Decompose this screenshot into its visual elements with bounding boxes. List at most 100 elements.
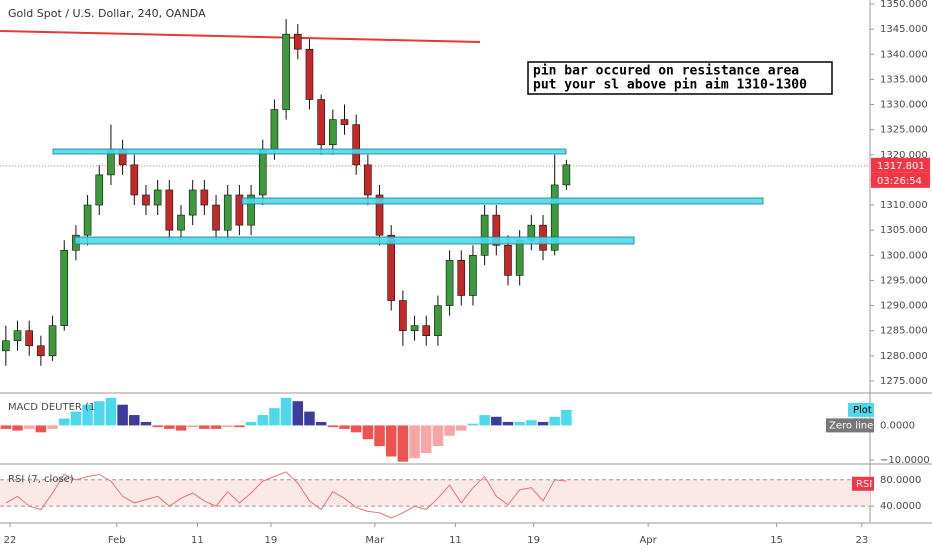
x-tick-label: Mar [365,535,385,546]
macd-bar [187,425,198,428]
macd-bar [549,416,560,426]
candle-body [387,234,396,301]
candle-body [153,189,162,206]
rsi-band [0,479,870,507]
candle-body [504,244,512,276]
plot-label-box [848,402,874,417]
y-tick-label: 0.0000 [880,420,915,431]
rsi-label: RSI [856,479,872,490]
last-price-box [871,157,930,173]
candle-body [142,194,150,206]
candle-body [515,239,524,276]
macd-bar [491,416,502,426]
macd-bar [105,397,117,426]
y-tick-label: 1310.000 [880,200,928,211]
macd-bar [257,415,269,426]
candle-body [434,305,442,337]
macd-bar [526,420,537,426]
macd-bar [70,411,82,426]
macd-bar [432,425,444,447]
x-tick-label: 15 [770,535,783,546]
macd-bar [467,423,479,426]
candle-body [37,345,45,357]
macd-bar [292,401,304,426]
macd-bar [409,425,420,459]
note-line: put your sl above pin aim 1310-1300 [533,78,807,93]
candle-body [95,174,104,206]
candle-body [410,325,419,331]
candle-body [13,330,22,342]
note-box [527,61,833,95]
countdown-label: 03:26:54 [877,176,922,187]
macd-bar [269,408,280,426]
x-tick-label: Feb [108,535,126,546]
candle-body [235,194,244,226]
y-tick-label: 1295.000 [880,275,928,286]
rsi-title: RSI (7, close) [8,474,74,485]
macd-bar [561,409,572,426]
y-tick-label: 1340.000 [880,49,928,60]
macd-bar [304,411,315,426]
candle-body [48,325,57,357]
y-tick-label: 1300.000 [880,250,928,261]
macd-bar [35,425,47,433]
candle-body [375,194,384,236]
marks [0,19,870,519]
macd-bar [362,425,374,440]
candle-body [305,48,314,100]
candle-body [457,260,466,296]
macd-bar [444,425,455,436]
chart-title: Gold Spot / U.S. Dollar, 240, OANDA [8,7,206,20]
macd-bar [514,421,525,426]
candle-body [293,33,302,50]
candle-body [492,214,501,246]
y-tick-label: 40.0000 [880,501,921,512]
candle-body [258,149,267,196]
last-price-label: 1317.801 [877,161,925,172]
candle-body [282,33,290,110]
y-tick-label: 1285.000 [880,326,928,337]
candle-body [200,189,209,206]
x-tick-label: 11 [191,535,204,546]
y-tick-label: −10.0000 [880,455,930,466]
macd-bar [58,418,70,426]
y-tick-label: 1320.000 [880,150,928,161]
macd-bar [234,425,245,428]
candle-body [83,204,92,236]
candle-body [445,260,454,306]
x-tick-label: Apr [639,535,657,546]
macd-bar [129,415,140,426]
candle-body [422,325,431,337]
macd-bar [327,425,339,428]
macd-bar [0,425,12,429]
y-tick-label: 80.0000 [880,475,921,486]
macd-bar [117,404,128,426]
x-tick-label: 23 [855,535,868,546]
x-tick-label: 19 [527,535,540,546]
zero-line-label-box [826,418,874,433]
countdown-box [871,172,930,188]
y-tick-label: 1290.000 [880,301,928,312]
candle-body [469,255,477,296]
macd-bar [315,421,327,426]
candle-body [480,214,489,256]
note-line: pin bar occured on resistance area [533,64,799,79]
rsi-line [5,471,567,519]
y-tick-label: 1325.000 [880,125,928,136]
candle-body [188,189,197,216]
macd-bar [82,404,93,426]
candle-body [352,124,360,166]
candle-body [177,214,185,231]
support-zone [74,236,635,245]
candle-body [25,330,33,347]
macd-bar [23,425,35,429]
trend-line [0,30,481,43]
macd-bar [222,425,233,428]
macd-bar [537,421,549,426]
macd-bar [245,421,257,426]
candle-body [247,194,255,226]
macd-bar [199,425,210,429]
candle-body [550,184,559,251]
macd-bar [12,425,23,431]
x-tick-label: 11 [449,535,462,546]
